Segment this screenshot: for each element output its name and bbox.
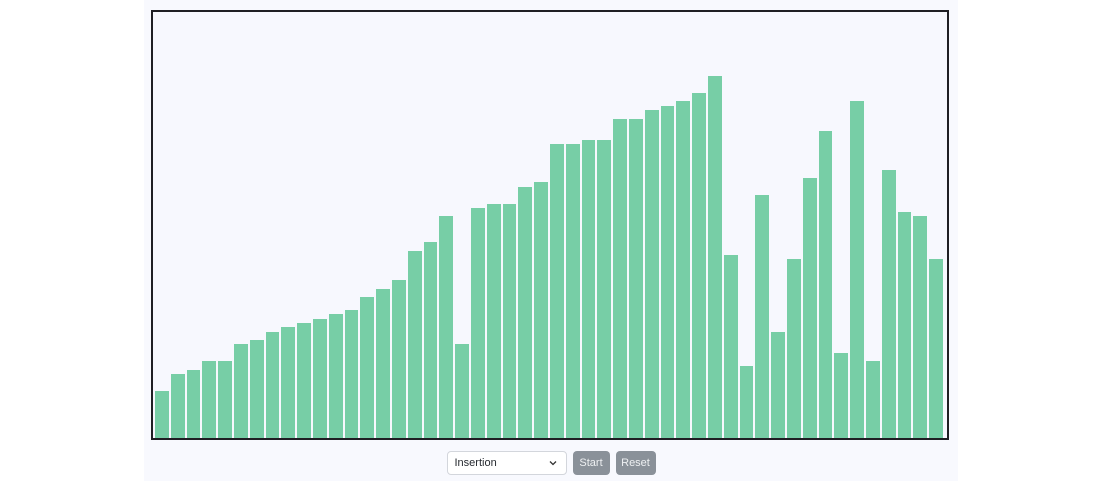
bar [581,139,596,438]
bar [613,118,627,438]
bar [328,314,343,438]
bar [644,109,659,438]
bar [660,105,675,438]
bar [313,318,327,438]
bar [866,361,880,438]
bar [186,369,201,438]
bar [218,361,232,438]
bar [913,216,928,438]
bar [565,144,580,438]
bar [471,207,485,438]
bar [834,352,849,438]
bar [234,344,248,438]
bar [297,322,311,438]
bar [155,391,169,438]
app-panel: Insertion Start Reset [144,0,958,481]
bar [723,254,738,438]
chevron-down-icon [549,461,556,466]
bar [850,101,864,438]
bar [708,75,722,438]
bar [739,365,754,438]
bar [265,331,280,438]
bar [249,340,264,438]
bar-chart-area [151,10,949,440]
bar [170,374,185,438]
bar [360,297,375,438]
bar [407,250,422,438]
bar [597,139,612,438]
bar [897,212,912,438]
bar [692,92,706,438]
bar [881,169,896,438]
bar [802,178,817,438]
bar [376,288,390,438]
bar [518,186,533,438]
bar [787,259,801,438]
bars-group [155,12,945,438]
reset-button[interactable]: Reset [615,451,656,475]
bar [344,310,359,438]
bar [534,182,548,438]
bar [423,242,438,438]
bar [929,259,943,438]
algorithm-select-value: Insertion [454,457,497,469]
bar [392,280,406,438]
bar [771,331,785,438]
bar [676,101,691,438]
bar [439,216,454,438]
bar [486,203,501,438]
bar [455,344,469,438]
bar [281,327,296,438]
algorithm-select[interactable]: Insertion [446,451,567,475]
controls-bar: Insertion Start Reset [144,451,958,475]
bar [755,195,770,438]
bar [629,118,643,438]
bar [550,144,564,438]
bar [502,203,517,438]
bar [202,361,217,438]
bar [818,131,833,438]
start-button[interactable]: Start [572,451,610,475]
